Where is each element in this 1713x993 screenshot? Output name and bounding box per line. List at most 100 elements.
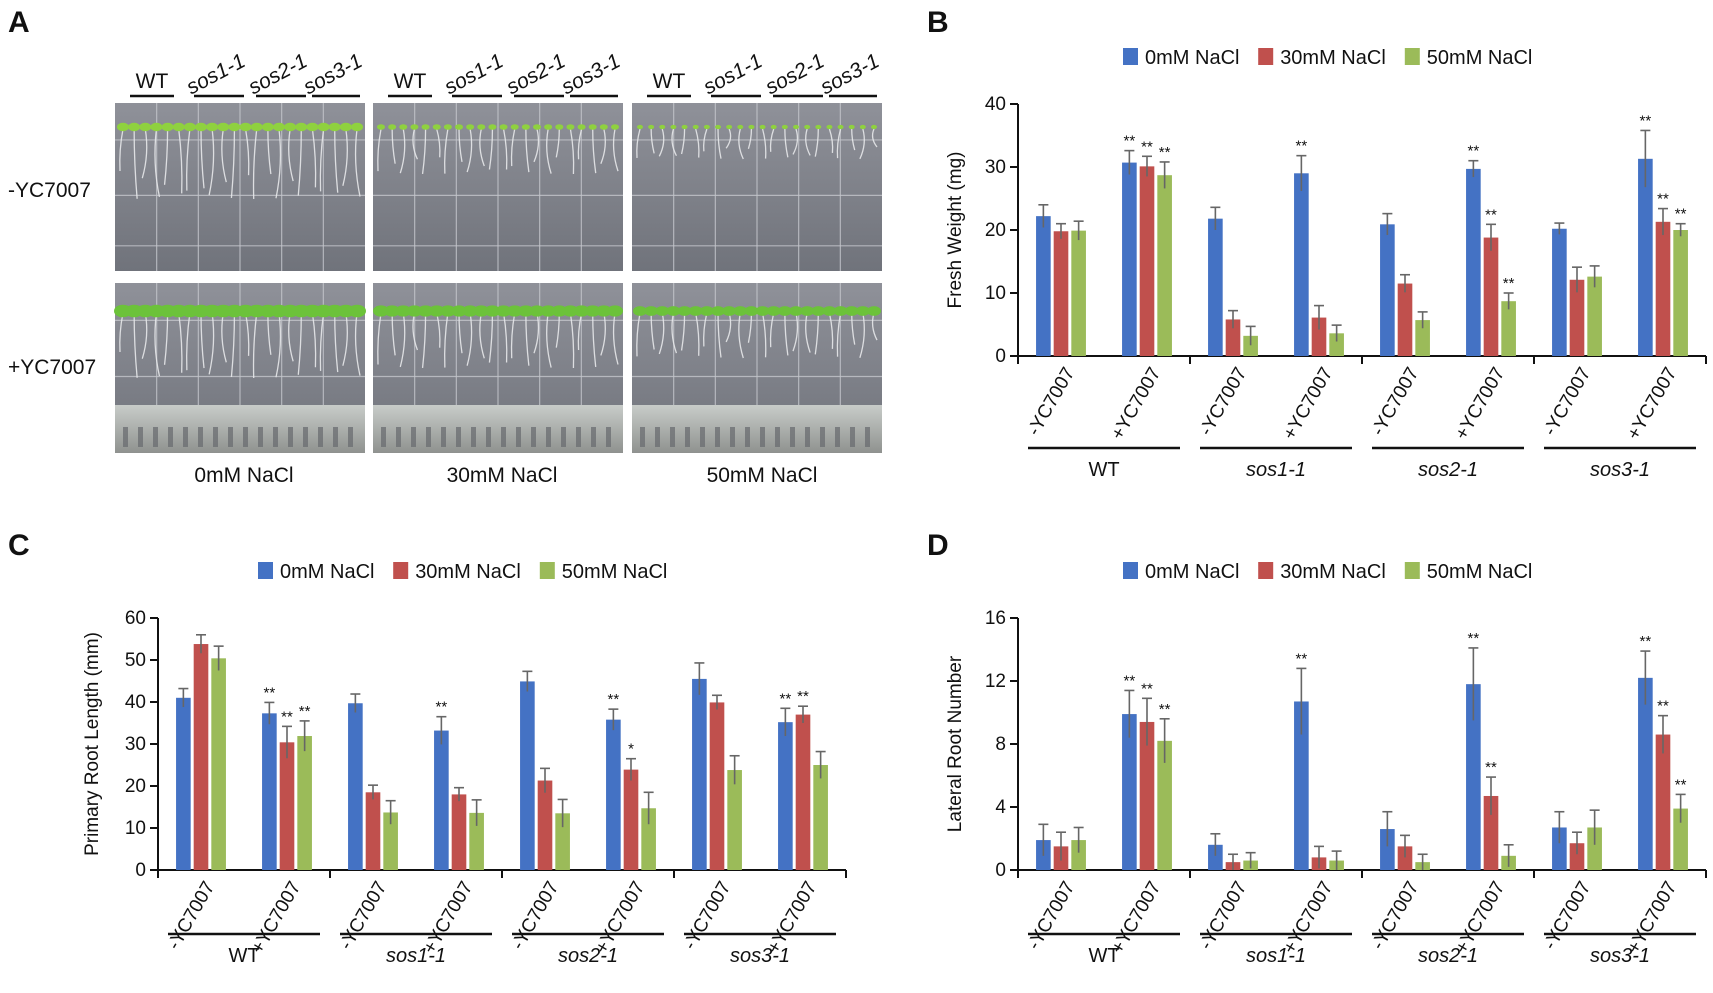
- significance-marker: **: [1503, 275, 1515, 292]
- y-axis-title: Fresh Weight (mg): [945, 152, 966, 309]
- bar: [778, 722, 793, 870]
- bar: [1638, 677, 1653, 870]
- bar: [623, 769, 639, 870]
- bar: [211, 658, 226, 870]
- photo-row-label: -YC7007: [8, 179, 91, 202]
- bar: [1397, 283, 1413, 356]
- photo-column-label: sos1-1: [183, 49, 249, 99]
- group-label: WT: [1088, 459, 1119, 481]
- bar: [1208, 218, 1223, 356]
- significance-marker: **: [1675, 206, 1687, 223]
- significance-marker: **: [1124, 133, 1136, 150]
- bar: [1208, 844, 1223, 870]
- significance-marker: **: [1640, 633, 1652, 650]
- photo-column-label: sos3-1: [817, 49, 883, 99]
- bar: [1139, 721, 1155, 870]
- x-category-label: -YC7007: [1024, 364, 1080, 439]
- y-tick-label: 4: [995, 797, 1006, 818]
- chart-lateral-root-number: 0mM NaCl 30mM NaCl 50mM NaCl 0 4 8 12 16 Lateral…: [945, 561, 1707, 967]
- bar: [1587, 827, 1602, 870]
- bar: [1139, 166, 1155, 356]
- bar: [1380, 829, 1395, 870]
- group-label: sos3-1: [1590, 945, 1650, 967]
- bar: [1243, 335, 1258, 356]
- bar: [1483, 237, 1499, 356]
- legend-swatch: [393, 562, 409, 579]
- significance-marker: **: [299, 703, 311, 720]
- significance-marker: **: [780, 690, 792, 707]
- y-tick-label: 16: [985, 608, 1006, 629]
- x-category-label: -YC7007: [336, 878, 392, 953]
- y-axis-title: Lateral Root Number: [945, 655, 966, 832]
- bar: [813, 765, 828, 870]
- chart-primary-root-length: 0mM NaCl 30mM NaCl 50mM NaCl 0 10 20 30 40 50 60 P…: [82, 561, 847, 967]
- chart-legend: 0mM NaCl 30mM NaCl 50mM NaCl: [258, 561, 667, 583]
- agar-plate-photo: [632, 283, 882, 453]
- chart-fresh-weight: 0mM NaCl 30mM NaCl 50mM NaCl 0 10 20 30 40 Fresh…: [945, 47, 1707, 481]
- chart-legend: 0mM NaCl 30mM NaCl 50mM NaCl: [1123, 47, 1532, 69]
- bar: [641, 808, 656, 870]
- bar: [727, 770, 742, 870]
- bar: [193, 644, 209, 870]
- y-tick-label: 12: [985, 671, 1006, 692]
- panel-letter-d: D: [927, 529, 949, 562]
- x-category-label: -YC7007: [1196, 364, 1252, 439]
- group-label: sos2-1: [558, 945, 618, 967]
- bar: [795, 714, 811, 870]
- y-tick-label: 0: [995, 346, 1006, 367]
- significance-marker: **: [797, 688, 809, 705]
- bar: [1501, 301, 1516, 356]
- legend-label: 30mM NaCl: [1280, 561, 1386, 583]
- bar: [176, 697, 191, 870]
- y-tick-label: 40: [125, 692, 146, 713]
- x-category-label: -YC7007: [1540, 878, 1596, 953]
- bar: [1397, 846, 1413, 870]
- bar: [1466, 168, 1481, 356]
- bar: [383, 812, 398, 870]
- significance-marker: **: [1468, 630, 1480, 647]
- x-category-label: +YC7007: [1623, 364, 1681, 444]
- bar: [1036, 216, 1051, 356]
- panel-letter-b: B: [927, 6, 949, 39]
- bar: [1294, 173, 1309, 356]
- bar: [692, 678, 707, 870]
- photo-condition-label: 0mM NaCl: [194, 464, 293, 487]
- photo-column-label: sos1-1: [700, 49, 766, 99]
- bar: [1053, 231, 1069, 356]
- legend-label: 50mM NaCl: [562, 561, 668, 583]
- x-category-label: -YC7007: [1196, 878, 1252, 953]
- agar-plate-photo: [373, 103, 623, 271]
- significance-marker: **: [1485, 206, 1497, 223]
- bar: [555, 813, 570, 870]
- y-tick-label: 20: [125, 776, 146, 797]
- bar: [348, 703, 363, 870]
- y-tick-label: 10: [125, 818, 146, 839]
- legend-label: 0mM NaCl: [1145, 47, 1239, 69]
- significance-marker: **: [1296, 650, 1308, 667]
- y-tick-label: 60: [125, 608, 146, 629]
- x-category-label: +YC7007: [1279, 364, 1337, 444]
- photo-condition-label: 30mM NaCl: [447, 464, 558, 487]
- x-category-label: -YC7007: [680, 878, 736, 953]
- bar: [1655, 734, 1671, 870]
- legend-swatch: [1123, 48, 1138, 65]
- panel-letter-c: C: [8, 529, 30, 562]
- significance-marker: **: [1159, 701, 1171, 718]
- significance-marker: **: [608, 691, 620, 708]
- legend-swatch: [1258, 562, 1274, 579]
- x-category-label: -YC7007: [1368, 364, 1424, 439]
- group-label: sos1-1: [386, 945, 446, 967]
- significance-marker: **: [281, 708, 293, 725]
- agar-plate-photo: [114, 283, 366, 453]
- y-tick-label: 50: [125, 650, 146, 671]
- panel-letter-a: A: [8, 6, 30, 39]
- bar: [1071, 840, 1086, 870]
- bar: [1483, 795, 1499, 870]
- legend-label: 0mM NaCl: [1145, 561, 1239, 583]
- bar: [279, 742, 295, 870]
- photo-column-label: sos1-1: [441, 49, 507, 99]
- x-category-label: +YC7007: [1107, 364, 1165, 444]
- legend-swatch: [539, 562, 555, 579]
- bar: [469, 812, 484, 870]
